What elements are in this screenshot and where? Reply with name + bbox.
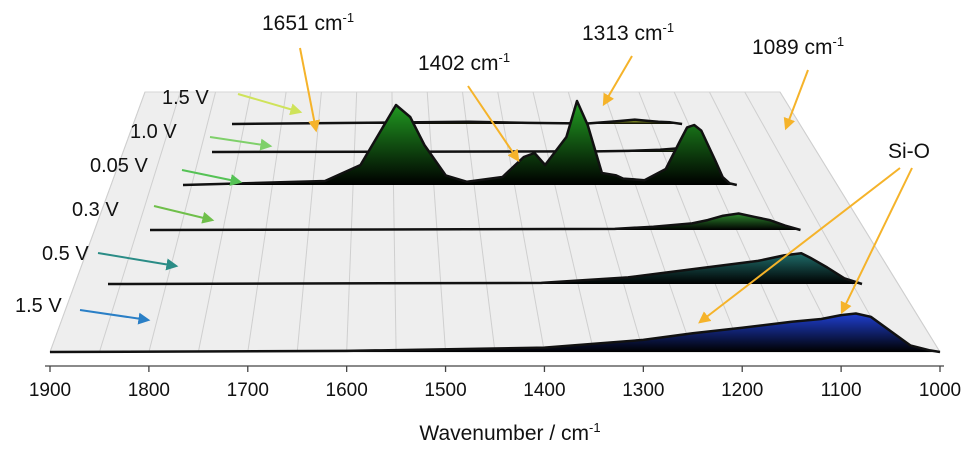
x-axis-label-text: Wavenumber / cm: [419, 422, 589, 445]
x-tick-label: 1500: [424, 380, 466, 401]
grid-line: [779, 91, 941, 353]
grid-line: [148, 91, 217, 353]
spectrum-line: [231, 118, 683, 126]
series-label-layer: 1.5 V 1.0 V 0.05 V 0.3 V 0.5 V 1.5 V: [15, 87, 303, 325]
spectrum-line: [182, 99, 738, 187]
peak-annotation-arrow: [467, 85, 520, 162]
x-tick-label: 1600: [326, 380, 368, 401]
series-label: 0.05 V: [90, 155, 148, 177]
grid-line: [197, 91, 252, 353]
peak-annotation-arrow: [299, 47, 321, 133]
grid-line: [346, 91, 358, 353]
grid-line: [497, 91, 545, 353]
x-tick-label: 1000: [919, 380, 961, 401]
peak-annotation-arrow: [698, 167, 901, 324]
series-label-arrow: [79, 309, 151, 325]
x-axis-label: Wavenumber / cm-1: [419, 420, 600, 445]
grid-line: [247, 91, 287, 353]
grid-line: [426, 91, 447, 353]
x-axis: 1900 1800 1700 1600 1500 1400 1300 1200 1100 1000: [29, 365, 961, 401]
grid-line: [462, 91, 496, 353]
grid-line: [744, 91, 891, 353]
series-label: 1.5 V: [162, 87, 209, 109]
peak-annotation-arrow: [783, 69, 809, 131]
x-tick-label: 1800: [128, 380, 170, 401]
series-label: 0.5 V: [42, 243, 89, 265]
grid-line: [532, 91, 595, 353]
peak-annotation-arrow: [602, 55, 633, 107]
peak-annotation: 1089 cm-1: [752, 34, 844, 59]
grid-line: [296, 91, 322, 353]
x-axis-label-superscript: -1: [589, 420, 601, 435]
series-label: 0.3 V: [72, 199, 119, 221]
series-label-arrow: [97, 252, 179, 271]
peak-annotation: 1313 cm-1: [582, 20, 674, 45]
grid-line: [603, 91, 694, 353]
series-label-arrow: [209, 136, 273, 151]
spectrum-line: [49, 312, 941, 354]
x-tick-label: 1300: [622, 380, 664, 401]
spectrum-line: [107, 251, 863, 286]
series-label-arrow: [237, 93, 303, 116]
series-label-arrow: [153, 205, 215, 224]
x-tick-label: 1900: [29, 380, 71, 401]
series-layer: [49, 99, 941, 354]
spectrum-fill: [212, 147, 705, 152]
spectrum-fill: [108, 253, 862, 284]
spectrum-line: [149, 212, 801, 232]
annotation-layer: 1651 cm-1 1402 cm-1 1313 cm-1 1089 cm-1 Si-O: [262, 10, 930, 324]
grid-line: [49, 91, 146, 353]
x-tick-label: 1400: [523, 380, 565, 401]
series-label: 1.5 V: [15, 295, 62, 317]
peak-annotation-arrow: [840, 167, 913, 315]
grid-line: [638, 91, 743, 353]
peak-annotation: Si-O: [888, 140, 930, 163]
x-tick-label: 1700: [227, 380, 269, 401]
x-tick-label: 1200: [721, 380, 763, 401]
back-panel: [49, 91, 941, 353]
spectrum-fill: [50, 313, 940, 352]
series-label: 1.0 V: [130, 121, 177, 143]
peak-annotation: 1402 cm-1: [418, 50, 510, 75]
grid-line: [98, 91, 181, 353]
x-tick-label: 1100: [821, 380, 862, 401]
series-label-arrow: [181, 169, 243, 186]
peak-annotation: 1651 cm-1: [262, 10, 354, 35]
